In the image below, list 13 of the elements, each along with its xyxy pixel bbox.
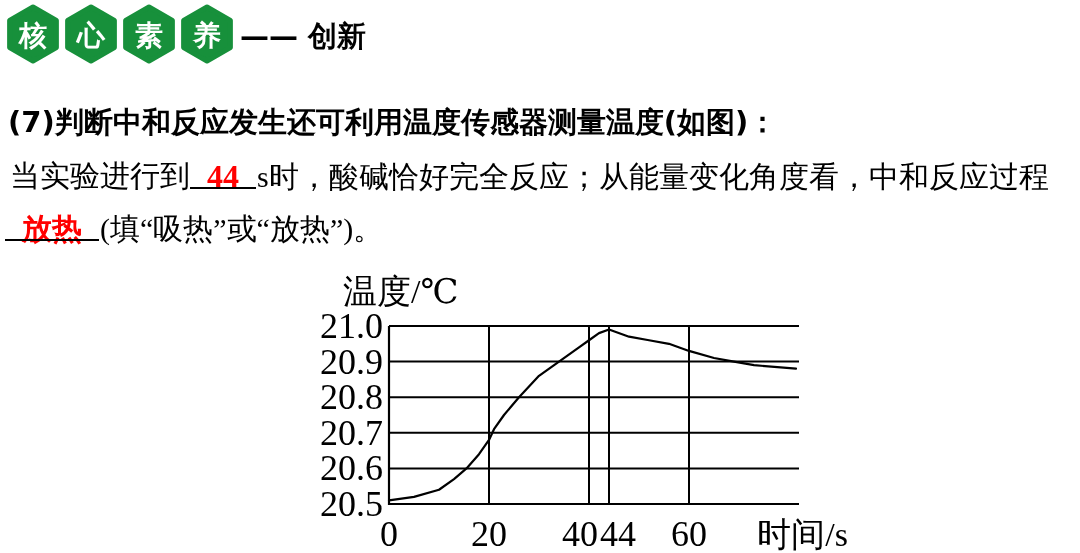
text: s时，酸碱恰好完全反应；从能量变化角度看，中和反应过程 <box>257 159 1049 193</box>
x-tick-label: 44 <box>600 514 636 553</box>
text: 核心素养 <box>18 18 221 52</box>
x-tick-label: 0 <box>380 514 398 553</box>
x-axis-title: 时间/s <box>757 515 848 553</box>
x-tick-label: 40 <box>562 514 598 553</box>
text: 当实验进行到 <box>10 158 190 192</box>
chart-subtitle: —— 创新 <box>240 19 367 53</box>
text: (7)判断中和反应发生还可利用温度传感器测量温度(如图)： <box>8 105 778 139</box>
x-tick-label: 20 <box>471 514 507 553</box>
text: 44 <box>207 158 239 194</box>
x-tick-label: 60 <box>671 514 707 553</box>
text: (填“吸热”或“放热”)。 <box>100 211 384 246</box>
